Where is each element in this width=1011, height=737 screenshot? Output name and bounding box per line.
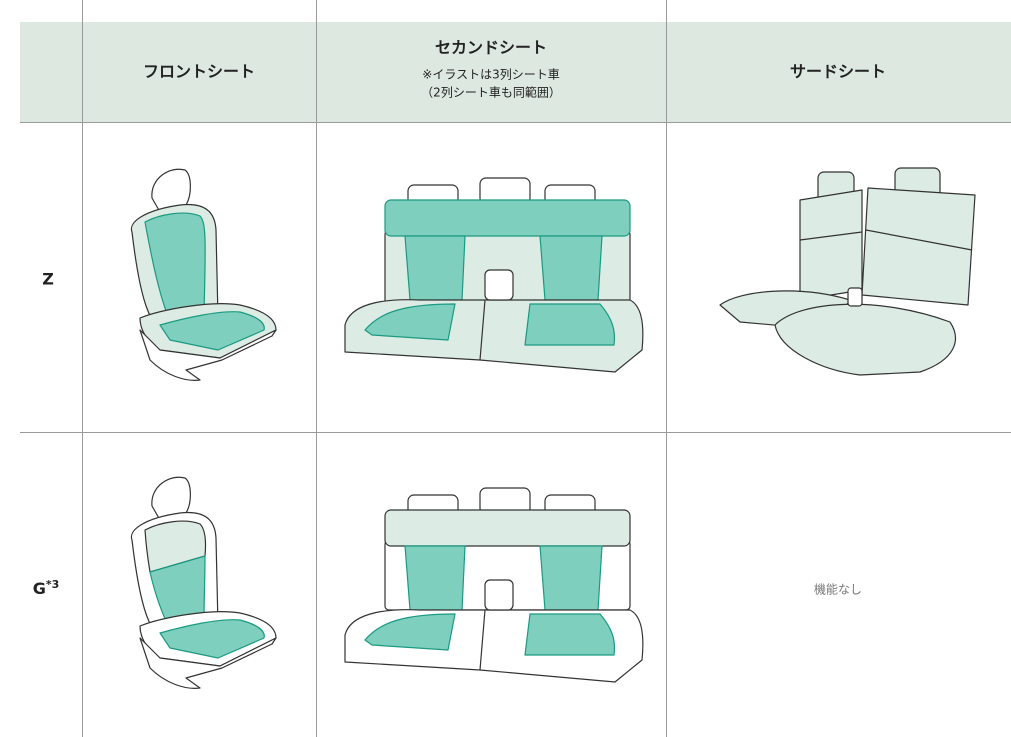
- column-divider: [316, 0, 317, 737]
- seat-shape: [404, 545, 466, 611]
- seat-shape: [484, 269, 514, 301]
- no-function-text: 機能なし: [813, 582, 863, 597]
- seat-shape: [364, 613, 456, 651]
- grade-label: Z: [42, 269, 54, 289]
- seat-shape: [151, 168, 191, 213]
- front-seat-g: [130, 476, 277, 689]
- seat-shape: [861, 187, 976, 306]
- seat-shape: [384, 509, 631, 547]
- grade-label: G*3: [33, 578, 60, 598]
- seat-shape: [384, 199, 631, 237]
- front-seat-z: [130, 168, 277, 381]
- second-seat-heading: セカンドシート: [434, 38, 548, 57]
- seat-shape: [144, 212, 206, 327]
- seat-shape: [484, 579, 514, 611]
- seat-shape: [479, 299, 486, 361]
- column-divider: [666, 0, 667, 737]
- front-seat-heading: フロントシート: [142, 62, 256, 81]
- seat-shape: [539, 235, 603, 301]
- seat-shape: [799, 231, 863, 241]
- third-seat-z: [719, 167, 976, 376]
- footnote-mark: *3: [45, 577, 60, 591]
- second-seat-z: [344, 177, 644, 373]
- seat-shape: [151, 476, 191, 521]
- seat-shape: [799, 189, 863, 301]
- second-seat-g: [344, 487, 644, 683]
- seat-shape: [479, 609, 486, 671]
- column-divider: [82, 0, 83, 737]
- row-divider: [20, 122, 1011, 123]
- grade-name: G: [32, 579, 46, 599]
- second-seat-note: ※イラストは3列シート車: [422, 67, 560, 82]
- seat-shape: [524, 303, 616, 346]
- seat-shape: [524, 613, 616, 656]
- seat-shape: [139, 637, 277, 689]
- seat-shape: [364, 303, 456, 341]
- seat-shape: [144, 520, 207, 573]
- seat-shape: [847, 287, 863, 307]
- seat-shape: [404, 235, 466, 301]
- row-divider: [20, 432, 1011, 433]
- header-row: [20, 22, 1011, 122]
- third-seat-heading: サードシート: [789, 62, 887, 81]
- seat-shape: [539, 545, 603, 611]
- second-seat-note: （2列シート車も同範囲）: [421, 85, 561, 100]
- seat-shape: [139, 329, 277, 381]
- seat-shape: [774, 303, 956, 376]
- seat-shape: [159, 619, 265, 659]
- seat-shape: [865, 229, 973, 251]
- seat-shape: [159, 311, 265, 351]
